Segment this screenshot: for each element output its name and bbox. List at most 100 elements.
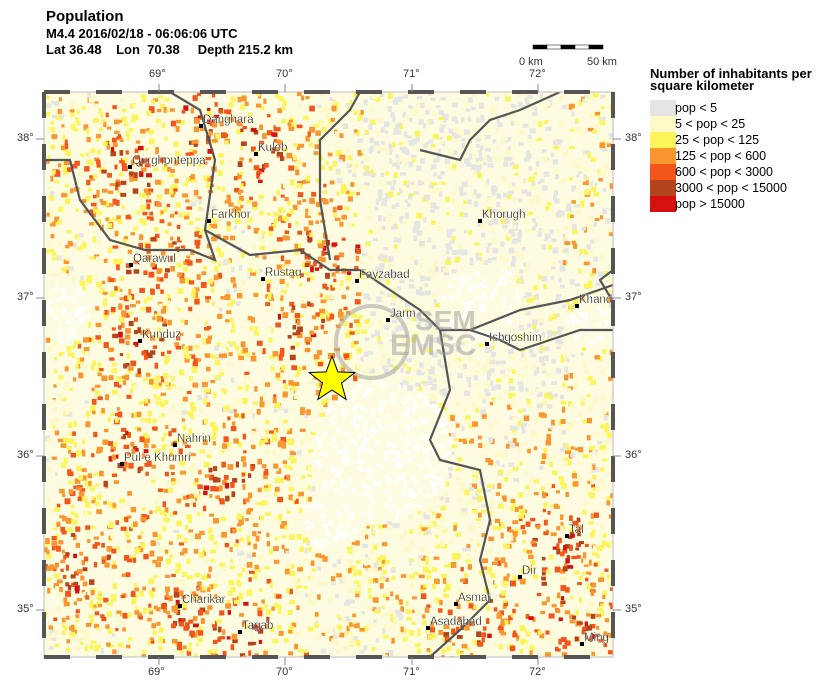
city-label: Kulob <box>258 142 287 154</box>
city-label: Pul-e Khumri <box>124 452 190 464</box>
city-marker <box>173 443 177 447</box>
event-info: M4.4 2016/02/18 - 06:06:06 UTC <box>46 26 238 41</box>
lon-tick: 69° <box>148 666 165 678</box>
legend-swatch <box>650 100 676 116</box>
country-border <box>204 229 613 332</box>
lon-tick: 71° <box>403 666 420 678</box>
legend: Number of inhabitants per square kilomet… <box>650 66 819 212</box>
city-label: Khandud <box>579 294 625 306</box>
legend-label: 25 < pop < 125 <box>675 133 760 147</box>
emsc-watermark: SEM <box>415 305 476 336</box>
city-marker <box>518 575 522 579</box>
legend-item: 5 < pop < 25 <box>650 116 819 132</box>
city-marker <box>238 630 242 634</box>
city-label: Ming <box>584 632 609 644</box>
legend-swatch <box>650 132 676 148</box>
city-label: Asmar <box>458 592 491 604</box>
legend-item: 600 < pop < 3000 <box>650 164 819 180</box>
legend-swatch <box>650 148 676 164</box>
scale-bar-segment <box>588 44 604 50</box>
lon-tick: 69° <box>149 68 166 80</box>
lon-tick: 72° <box>529 68 546 80</box>
scale-bar-segment <box>560 44 576 50</box>
city-marker <box>199 124 203 128</box>
map-title: Population <box>46 8 124 25</box>
country-border <box>428 329 492 657</box>
event-location: Lat 36.48 Lon 70.38 Depth 215.2 km <box>46 42 294 57</box>
scale-bar-segment <box>546 44 562 50</box>
city-marker <box>128 165 132 169</box>
lat-tick: 35° <box>17 603 34 615</box>
city-label: Farkhor <box>211 209 251 221</box>
city-label: Danghara <box>203 114 254 126</box>
city-label: Ishqoshim <box>489 332 541 344</box>
city-marker <box>575 304 579 308</box>
city-marker <box>386 318 390 322</box>
legend-title: Number of inhabitants per square kilomet… <box>650 66 812 93</box>
lat-tick: 38° <box>625 132 642 144</box>
city-marker <box>454 602 458 606</box>
city-label: Rustaq <box>265 267 301 279</box>
country-border <box>419 92 561 162</box>
lat-tick: 37° <box>625 291 642 303</box>
city-label: Tal <box>569 524 584 536</box>
city-marker <box>254 152 258 156</box>
city-marker <box>478 219 482 223</box>
legend-swatch <box>650 180 676 196</box>
city-marker <box>138 339 142 343</box>
lon-tick: 72° <box>529 666 546 678</box>
emsc-logo-circle <box>334 304 410 380</box>
city-label: Asadabad <box>430 616 482 628</box>
city-marker <box>580 642 584 646</box>
country-border <box>598 269 613 301</box>
legend-item: 125 < pop < 600 <box>650 148 819 164</box>
lon-tick: 70° <box>276 666 293 678</box>
country-border <box>318 92 361 261</box>
scale-bar-segment <box>574 44 590 50</box>
lat-tick: 35° <box>625 603 642 615</box>
city-label: Dir <box>522 565 537 577</box>
city-marker <box>261 277 265 281</box>
legend-label: 5 < pop < 25 <box>675 117 746 131</box>
legend-swatch <box>650 116 676 132</box>
star-icon <box>307 354 357 401</box>
legend-item: pop > 15000 <box>650 196 819 212</box>
city-marker <box>207 219 211 223</box>
legend-label: pop > 15000 <box>675 197 745 211</box>
country-border <box>44 92 217 262</box>
city-marker <box>485 342 489 346</box>
city-label: Jarm <box>390 308 416 320</box>
city-label: Qarawul <box>133 253 176 265</box>
lat-tick: 38° <box>17 132 34 144</box>
scale-right-label: 50 km <box>587 56 617 68</box>
city-label: Charikar <box>182 594 226 606</box>
city-label: Nahrin <box>177 433 211 445</box>
city-marker <box>355 279 359 283</box>
city-marker <box>565 534 569 538</box>
legend-item: pop < 5 <box>650 100 819 116</box>
city-label: Qurghonteppa <box>132 155 206 167</box>
legend-label: 600 < pop < 3000 <box>675 165 774 179</box>
legend-swatch <box>650 164 676 180</box>
city-label: Tagab <box>242 620 273 632</box>
city-label: Fayzabad <box>359 269 410 281</box>
city-label: Khorugh <box>482 209 525 221</box>
lon-tick: 71° <box>403 68 420 80</box>
country-border <box>469 328 613 352</box>
legend-item: 25 < pop < 125 <box>650 132 819 148</box>
legend-label: 125 < pop < 600 <box>675 149 767 163</box>
city-marker <box>426 626 430 630</box>
lat-tick: 37° <box>17 291 34 303</box>
scale-bar-segment <box>532 44 548 50</box>
lat-tick: 36° <box>17 449 34 461</box>
city-marker <box>129 263 133 267</box>
city-label: Kunduz <box>142 329 181 341</box>
city-marker <box>178 604 182 608</box>
city-marker <box>120 462 124 466</box>
legend-label: pop < 5 <box>675 101 718 115</box>
scale-left-label: 0 km <box>519 56 543 68</box>
legend-label: 3000 < pop < 15000 <box>675 181 787 195</box>
legend-item: 3000 < pop < 15000 <box>650 180 819 196</box>
